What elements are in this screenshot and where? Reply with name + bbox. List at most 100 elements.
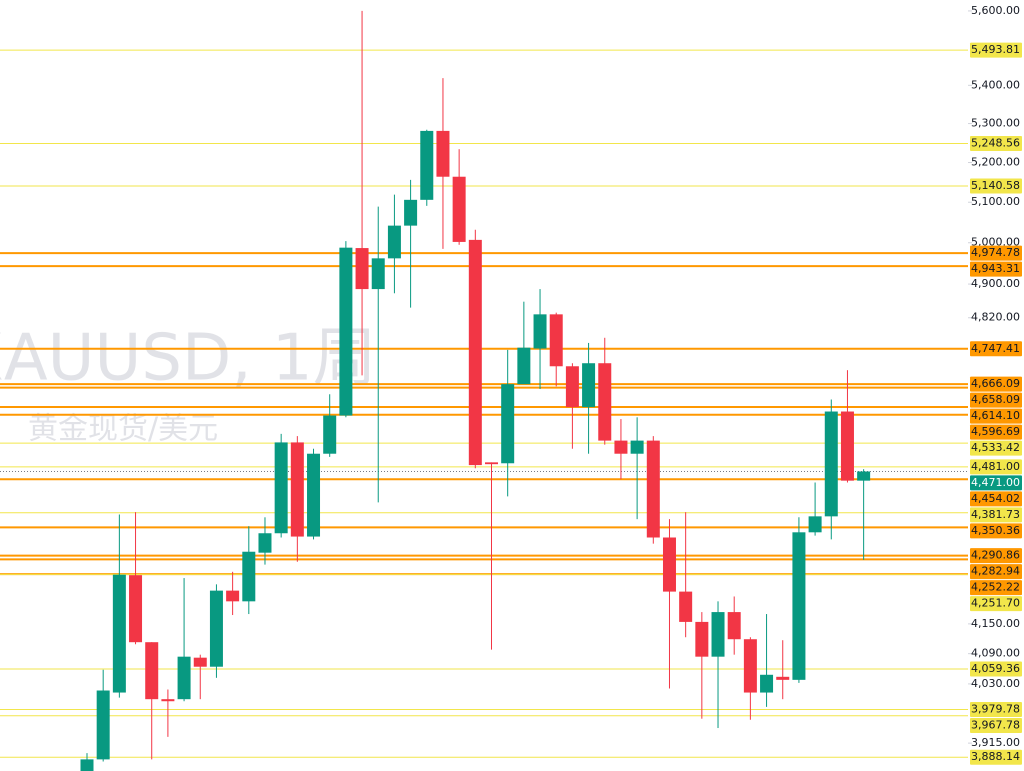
level-label: 4,943.31 [971, 262, 1020, 275]
level-label-bg [970, 702, 1022, 718]
level-label: 5,493.81 [971, 43, 1020, 56]
candle-body [80, 759, 94, 771]
candle-body [662, 537, 676, 592]
candle-body [307, 453, 321, 537]
candle-body [549, 314, 563, 367]
candle-body [565, 366, 579, 408]
candle-body [355, 248, 369, 290]
level-label-bg [970, 245, 1022, 261]
candle-body [274, 442, 288, 534]
candle-body [743, 639, 757, 693]
level-label: 4,290.86 [971, 549, 1020, 562]
level-label-bg [970, 376, 1022, 392]
level-label: 3,967.78 [971, 719, 1020, 732]
level-label: 4,252.22 [971, 581, 1020, 594]
candle-body [96, 690, 110, 760]
candle-body [695, 621, 709, 657]
level-label-bg [970, 459, 1022, 475]
y-tick-label: 5,100.00 [971, 195, 1020, 208]
candle-body [646, 440, 660, 538]
level-label: 4,666.09 [971, 377, 1020, 390]
level-label-bg [970, 564, 1022, 580]
candle-body [209, 590, 223, 667]
level-label-bg [970, 424, 1022, 440]
level-label: 3,888.14 [971, 750, 1020, 763]
candle-body [145, 642, 159, 700]
level-label-bg [970, 42, 1022, 58]
level-label: 4,481.00 [971, 460, 1020, 473]
level-label-bg [970, 392, 1022, 408]
candle-body [792, 532, 806, 680]
level-label-bg [970, 749, 1022, 765]
level-label-bg [970, 507, 1022, 523]
candle-body [711, 612, 725, 657]
level-label-bg [970, 718, 1022, 734]
watermark-subtitle: 黄金现货/美元 [28, 412, 218, 447]
y-tick-label: 3,915.00 [971, 736, 1020, 749]
candle-body [452, 176, 466, 242]
candle-body [468, 239, 482, 466]
candle-body [582, 363, 596, 408]
level-label: 4,251.70 [971, 597, 1020, 610]
candle-body [824, 411, 838, 517]
candle-body [776, 676, 790, 680]
candle-body [436, 130, 450, 177]
candle-body [614, 440, 628, 454]
level-label: 4,282.94 [971, 565, 1020, 578]
level-label-bg [970, 440, 1022, 456]
level-label-bg [970, 523, 1022, 539]
y-tick-label: 4,820.00 [971, 311, 1020, 324]
level-label-bg [970, 548, 1022, 564]
level-label: 4,658.09 [971, 393, 1020, 406]
level-label: 4,381.73 [971, 508, 1020, 521]
y-tick-label: 4,030.00 [971, 677, 1020, 690]
last-price-label: 4,471.00 [971, 476, 1020, 489]
candle-body [323, 415, 337, 454]
level-label-bg [970, 178, 1022, 194]
level-label: 4,533.42 [971, 441, 1020, 454]
candle-body [177, 656, 191, 700]
level-label: 4,454.02 [971, 492, 1020, 505]
candle-body [161, 699, 175, 702]
candle-body [226, 590, 240, 602]
level-label-bg [970, 580, 1022, 596]
candle-body [258, 533, 272, 553]
price-axis-labels: 5,600.00 5,400.00 5,300.00 5,200.00 5,100.00… [968, 4, 1022, 765]
y-tick-label: 5,000.00 [971, 236, 1020, 249]
y-tick-label: 5,400.00 [971, 78, 1020, 91]
level-label: 4,350.36 [971, 524, 1020, 537]
candle-body [679, 591, 693, 622]
candle-body [387, 225, 401, 259]
candle-body [501, 384, 515, 464]
level-label: 4,747.41 [971, 342, 1020, 355]
candle-body [112, 574, 126, 693]
level-label-bg [970, 491, 1022, 507]
level-label: 4,596.69 [971, 425, 1020, 438]
level-label-bg [970, 136, 1022, 152]
candle-body [630, 440, 644, 454]
level-label: 4,059.36 [971, 662, 1020, 675]
y-tick-label: 5,300.00 [971, 117, 1020, 130]
level-label: 4,614.10 [971, 409, 1020, 422]
level-label: 4,974.78 [971, 246, 1020, 259]
candle-body [420, 130, 434, 200]
plot-area [0, 10, 968, 771]
level-label: 5,140.58 [971, 179, 1020, 192]
candle-body [857, 471, 871, 481]
y-tick-label: 4,090.00 [971, 647, 1020, 660]
level-label-bg [970, 408, 1022, 424]
candle-body [517, 347, 531, 385]
level-label: 5,248.56 [971, 137, 1020, 150]
candle-body [598, 363, 612, 441]
candle-body [290, 442, 304, 537]
y-tick-label: 5,600.00 [971, 4, 1020, 17]
candle-body [840, 411, 854, 481]
y-tick-label: 5,200.00 [971, 156, 1020, 169]
level-label-bg [970, 261, 1022, 277]
level-label-bg [970, 661, 1022, 677]
candle-body [533, 314, 547, 349]
candle-body [760, 674, 774, 693]
candle-body [727, 612, 741, 640]
